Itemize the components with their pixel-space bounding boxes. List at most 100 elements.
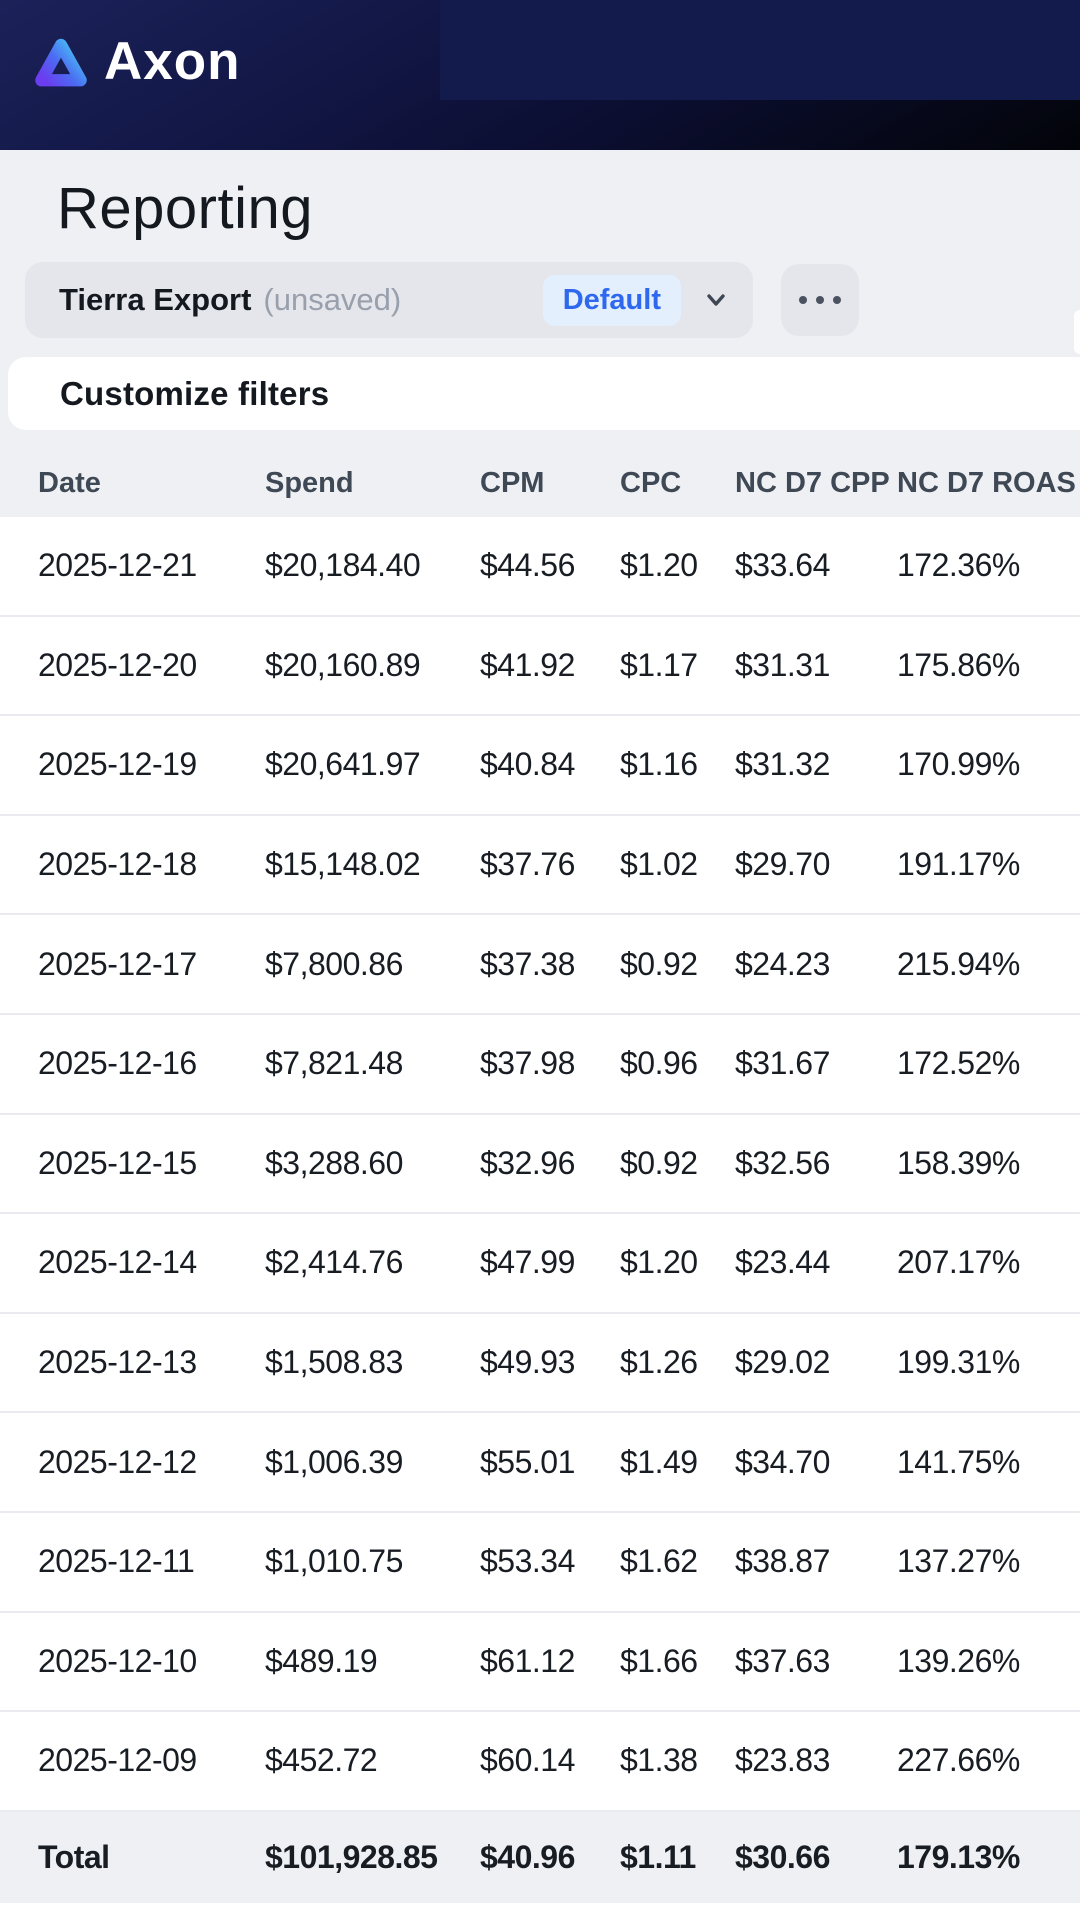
cell-cpm: $60.14 — [480, 1742, 575, 1779]
table-row: 2025-12-12 $1,006.39 $55.01 $1.49 $34.70 141.… — [0, 1413, 1080, 1513]
column-header-date: Date — [38, 467, 101, 499]
cell-spend: $15,148.02 — [265, 846, 421, 883]
axon-triangle-icon — [35, 38, 87, 87]
cell-cpc: $1.16 — [620, 746, 698, 783]
report-selector[interactable]: Tierra Export (unsaved) Default — [25, 262, 753, 338]
cell-cpm: $55.01 — [480, 1443, 575, 1480]
table-row: 2025-12-14 $2,414.76 $47.99 $1.20 $23.44 207.… — [0, 1214, 1080, 1314]
cell-date: 2025-12-17 — [38, 945, 197, 982]
cell-nc-d7-roas: 175.86% — [897, 646, 1020, 683]
cell-date: 2025-12-20 — [38, 646, 197, 683]
cell-date: 2025-12-14 — [38, 1244, 197, 1281]
cell-date: 2025-12-19 — [38, 746, 197, 783]
cell-spend: $452.72 — [265, 1742, 378, 1779]
cell-nc-d7-roas: 227.66% — [897, 1742, 1020, 1779]
customize-filters-card[interactable]: Customize filters — [8, 357, 1080, 430]
cell-cpc: $1.49 — [620, 1443, 698, 1480]
cell-cpc: $1.20 — [620, 547, 698, 584]
cell-date: 2025-12-09 — [38, 1742, 197, 1779]
cell-spend: $1,508.83 — [265, 1344, 403, 1381]
cell-spend: $101,928.85 — [265, 1838, 438, 1875]
edge-panel-sliver — [1074, 310, 1080, 354]
cell-cpc: $1.62 — [620, 1543, 698, 1580]
cell-cpc: $1.11 — [620, 1838, 696, 1875]
ellipsis-icon — [799, 296, 807, 304]
cell-date: 2025-12-13 — [38, 1344, 197, 1381]
column-header-cpm: CPM — [480, 467, 545, 499]
cell-nc-d7-roas: 207.17% — [897, 1244, 1020, 1281]
cell-cpm: $37.38 — [480, 945, 575, 982]
cell-cpm: $40.84 — [480, 746, 575, 783]
cell-spend: $1,010.75 — [265, 1543, 403, 1580]
cell-cpc: $1.26 — [620, 1344, 698, 1381]
cell-spend: $489.19 — [265, 1642, 378, 1679]
cell-nc-d7-roas: 137.27% — [897, 1543, 1020, 1580]
column-header-cpc: CPC — [620, 467, 682, 499]
cell-cpm: $53.34 — [480, 1543, 575, 1580]
cell-nc-d7-cpp: $33.64 — [735, 547, 830, 584]
table-header-row: Date Spend CPM CPC NC D7 CPP NC D7 ROAS — [0, 450, 1080, 517]
cell-nc-d7-cpp: $37.63 — [735, 1642, 830, 1679]
cell-date: 2025-12-18 — [38, 846, 197, 883]
column-header-nc-d7-cpp: NC D7 CPP — [735, 467, 890, 499]
cell-cpc: $0.92 — [620, 945, 698, 982]
table-row: 2025-12-10 $489.19 $61.12 $1.66 $37.63 139.26… — [0, 1612, 1080, 1713]
cell-nc-d7-roas: 172.52% — [897, 1045, 1020, 1082]
cell-cpm: $40.96 — [480, 1838, 575, 1875]
cell-nc-d7-cpp: $34.70 — [735, 1443, 830, 1480]
report-table: Date Spend CPM CPC NC D7 CPP NC D7 ROAS … — [0, 450, 1080, 1920]
brand-name: Axon — [104, 31, 241, 91]
report-name: Tierra Export — [59, 282, 252, 317]
cell-nc-d7-roas: 215.94% — [897, 945, 1020, 982]
table-row: 2025-12-20 $20,160.89 $41.92 $1.17 $31.31 175… — [0, 616, 1080, 717]
cell-cpc: $1.66 — [620, 1642, 698, 1679]
report-unsaved-status: (unsaved) — [263, 282, 402, 317]
cell-cpm: $44.56 — [480, 547, 575, 584]
cell-nc-d7-cpp: $30.66 — [735, 1838, 830, 1875]
cell-nc-d7-cpp: $23.83 — [735, 1742, 830, 1779]
cell-date: 2025-12-12 — [38, 1443, 197, 1480]
table-row: 2025-12-16 $7,821.48 $37.98 $0.96 $31.67 172.… — [0, 1014, 1080, 1115]
cell-spend: $3,288.60 — [265, 1144, 403, 1181]
cell-nc-d7-roas: 191.17% — [897, 846, 1020, 883]
cell-cpm: $32.96 — [480, 1144, 575, 1181]
page-title: Reporting — [57, 176, 313, 241]
view-chip[interactable]: Default — [542, 274, 681, 326]
table-body: 2025-12-21 $20,184.40 $44.56 $1.20 $33.64 172… — [0, 517, 1080, 1812]
more-options-button[interactable] — [781, 264, 859, 336]
table-row: 2025-12-13 $1,508.83 $49.93 $1.26 $29.02 199.… — [0, 1313, 1080, 1414]
table-row: 2025-12-19 $20,641.97 $40.84 $1.16 $31.32 170… — [0, 716, 1080, 816]
cell-nc-d7-cpp: $31.31 — [735, 646, 830, 683]
cell-nc-d7-cpp: $38.87 — [735, 1543, 830, 1580]
cell-nc-d7-cpp: $29.70 — [735, 846, 830, 883]
chevron-down-icon — [701, 285, 731, 315]
column-header-spend: Spend — [265, 467, 354, 499]
brand-logo: Axon — [33, 34, 241, 94]
cell-date: 2025-12-10 — [38, 1642, 197, 1679]
cell-spend: $2,414.76 — [265, 1244, 403, 1281]
cell-nc-d7-cpp: $32.56 — [735, 1144, 830, 1181]
cell-cpc: $1.17 — [620, 646, 698, 683]
cell-date: 2025-12-11 — [38, 1543, 195, 1580]
cell-nc-d7-roas: 172.36% — [897, 547, 1020, 584]
table-total-row: Total $101,928.85 $40.96 $1.11 $30.66 179.13% — [0, 1811, 1080, 1903]
table-row: 2025-12-17 $7,800.86 $37.38 $0.92 $24.23 215.… — [0, 915, 1080, 1015]
cell-spend: $20,160.89 — [265, 646, 421, 683]
cell-nc-d7-roas: 158.39% — [897, 1144, 1020, 1181]
cell-date: 2025-12-15 — [38, 1144, 197, 1181]
cell-spend: $1,006.39 — [265, 1443, 403, 1480]
cell-nc-d7-roas: 139.26% — [897, 1642, 1020, 1679]
app-header: Axon — [0, 0, 1080, 150]
cell-nc-d7-roas: 199.31% — [897, 1344, 1020, 1381]
column-header-nc-d7-roas: NC D7 ROAS — [897, 467, 1076, 499]
cell-cpm: $49.93 — [480, 1344, 575, 1381]
cell-spend: $20,184.40 — [265, 547, 421, 584]
cell-nc-d7-cpp: $23.44 — [735, 1244, 830, 1281]
cell-date: 2025-12-16 — [38, 1045, 197, 1082]
cell-nc-d7-roas: 170.99% — [897, 746, 1020, 783]
cell-cpm: $41.92 — [480, 646, 575, 683]
table-row: 2025-12-18 $15,148.02 $37.76 $1.02 $29.70 191… — [0, 815, 1080, 916]
cell-cpm: $47.99 — [480, 1244, 575, 1281]
cell-cpc: $1.20 — [620, 1244, 698, 1281]
